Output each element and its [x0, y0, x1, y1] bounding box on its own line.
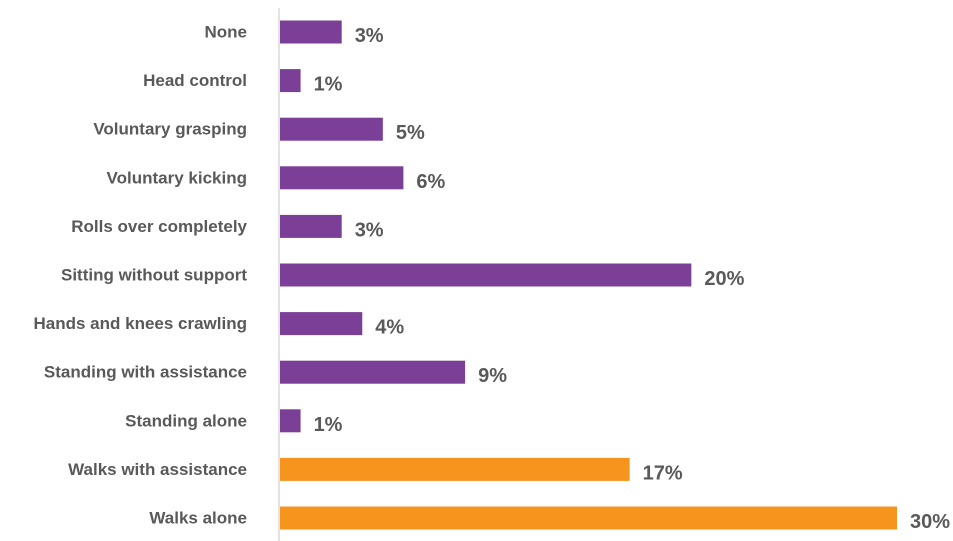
value-label: 3% [355, 25, 384, 47]
bar [280, 117, 383, 141]
bar [280, 409, 301, 433]
category-label: None [205, 23, 248, 42]
value-label: 17% [643, 462, 683, 484]
value-label: 9% [478, 365, 507, 387]
category-label: Head control [143, 71, 247, 90]
category-label: Voluntary kicking [107, 168, 247, 187]
bar [280, 263, 692, 287]
bar [280, 214, 342, 238]
category-label: Walks alone [149, 509, 247, 528]
category-label: Rolls over completely [71, 217, 247, 236]
bar [280, 20, 342, 44]
value-label: 4% [375, 317, 404, 339]
value-label: 6% [416, 171, 445, 193]
bar [280, 312, 363, 336]
bar [280, 166, 404, 190]
bar [280, 360, 466, 384]
bar [280, 506, 897, 530]
category-label: Standing with assistance [44, 363, 247, 382]
category-label: Standing alone [125, 411, 247, 430]
value-label: 3% [355, 219, 384, 241]
bar [280, 457, 630, 481]
value-label: 20% [704, 268, 744, 290]
category-label: Hands and knees crawling [33, 314, 247, 333]
category-label: Voluntary grasping [93, 120, 247, 139]
category-label: Sitting without support [61, 266, 247, 285]
category-label: Walks with assistance [68, 460, 247, 479]
value-label: 1% [314, 414, 343, 436]
bar [280, 69, 301, 93]
value-label: 30% [910, 511, 950, 533]
value-label: 5% [396, 122, 425, 144]
value-label: 1% [314, 74, 343, 96]
